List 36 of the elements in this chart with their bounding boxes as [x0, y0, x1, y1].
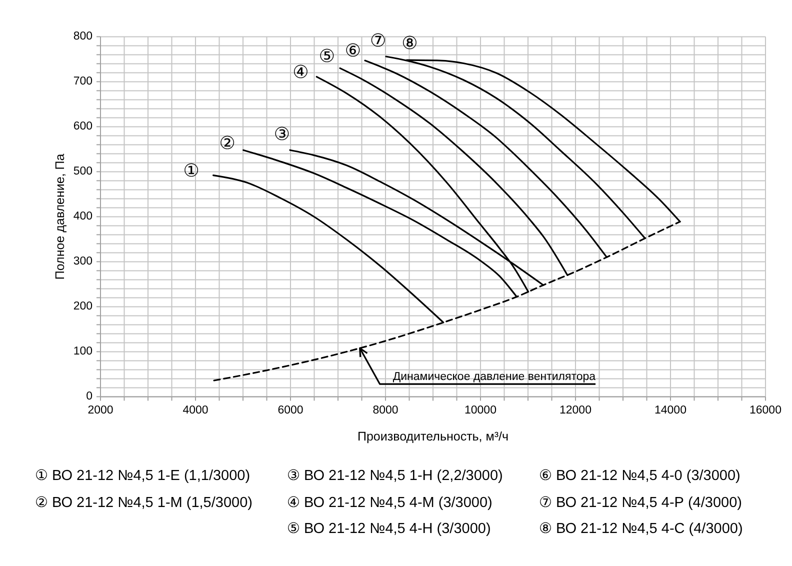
y-tick-label: 500	[73, 166, 92, 178]
text: ⑧ ВО 21-12 №4,5 4-С (4/3000)	[539, 521, 743, 538]
series-label: ①	[183, 160, 200, 181]
y-tick-label: 700	[73, 76, 92, 88]
text: ⑦ ВО 21-12 №4,5 4-Р (4/3000)	[539, 494, 742, 511]
text: ④ ВО 21-12 №4,5 4-М (3/3000)	[287, 494, 492, 511]
text: ② ВО 21-12 №4,5 1-М (1,5/3000)	[35, 494, 252, 511]
y-tick-label: 100	[73, 346, 92, 358]
y-tick-label: 600	[73, 120, 92, 133]
text: ⑤ ВО 21-12 №4,5 4-Н (3/3000)	[287, 521, 491, 538]
x-axis-title: Производительность, м³/ч	[357, 430, 509, 444]
x-tick-label: 14000	[654, 404, 686, 417]
annotation: Динамическое давление вентилятора	[392, 371, 596, 384]
y-tick-label: 0	[86, 390, 92, 403]
y-tick-label: 400	[73, 210, 92, 223]
series-label: ④	[292, 61, 309, 82]
y-tick-label: 200	[73, 300, 92, 313]
series-label: ②	[219, 132, 236, 154]
series-label: ③	[274, 124, 290, 145]
x-tick-label: 8000	[372, 404, 398, 417]
text: ① ВО 21-12 №4,5 1-Е (1,1/3000)	[35, 468, 250, 484]
y-tick-label: 300	[73, 256, 92, 268]
x-tick-label: 6000	[278, 404, 304, 417]
x-tick-label: 12000	[560, 404, 592, 417]
x-tick-label: 2000	[88, 404, 114, 417]
y-axis-title: Полное давление, Па	[53, 154, 67, 280]
y-tick-label: 800	[73, 30, 92, 43]
x-tick-label: 10000	[464, 404, 496, 417]
x-tick-label: 4000	[182, 404, 208, 417]
series-label: ⑦	[370, 30, 386, 51]
text: ③ ВО 21-12 №4,5 1-Н (2,2/3000)	[287, 468, 503, 484]
series-label: ⑤	[318, 46, 336, 67]
x-tick-label: 16000	[750, 404, 782, 417]
series-label: ⑥	[344, 40, 362, 62]
series-label: ⑧	[402, 32, 418, 54]
text: ⑥ ВО 21-12 №4,5 4-0 (3/3000)	[539, 468, 740, 484]
